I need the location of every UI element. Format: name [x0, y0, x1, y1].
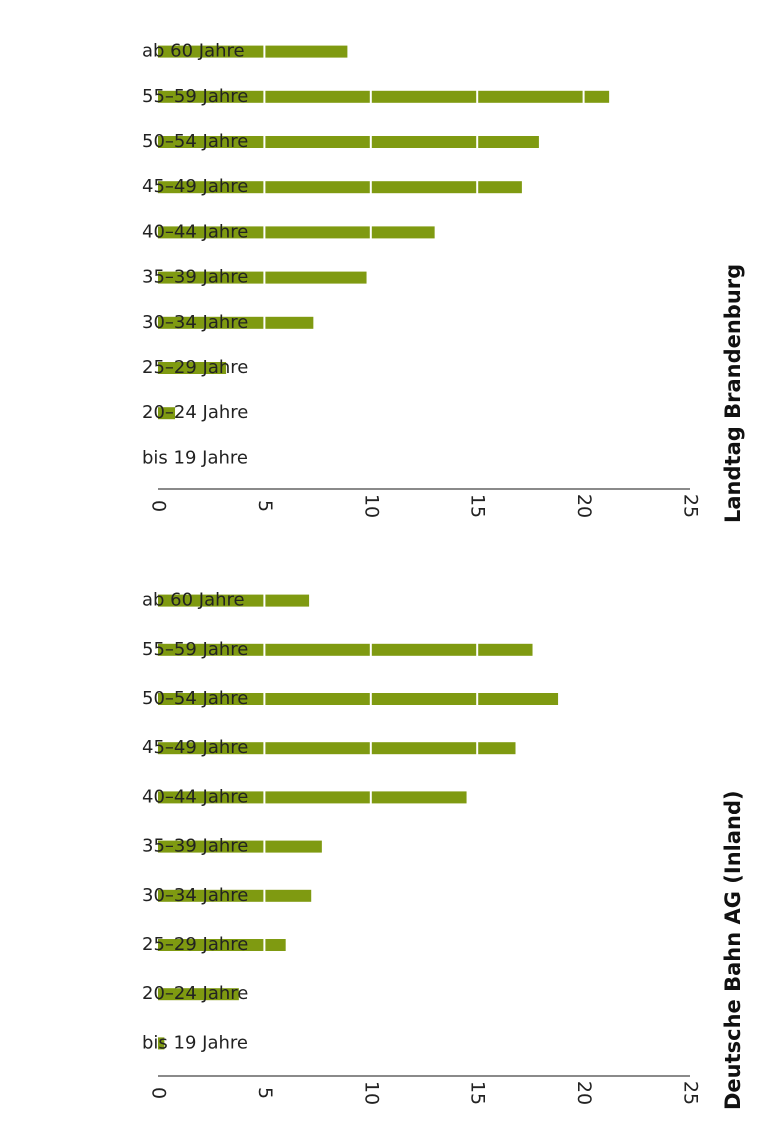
tick-label: 20	[573, 1081, 595, 1105]
bar-30-34-jahre	[158, 889, 312, 902]
bar-25-29-jahre	[158, 362, 227, 374]
bar-40-44-jahre	[158, 226, 435, 239]
bar-ab-60-jahre	[158, 594, 310, 607]
category-label: 40–44 Jahre	[142, 221, 248, 242]
category-label: 55–59 Jahre	[142, 86, 248, 107]
category-label: 25–29 Jahre	[142, 934, 248, 955]
bar-35-39-jahre	[158, 840, 322, 853]
category-label: bis 19 Jahre	[142, 447, 248, 468]
bar-55-59-jahre	[158, 90, 610, 103]
category-label: 55–59 Jahre	[142, 639, 248, 660]
category-label: 30–34 Jahre	[142, 885, 248, 906]
bar-bis-19-jahre	[158, 1037, 165, 1050]
category-label: 45–49 Jahre	[142, 176, 248, 197]
tick-label: 25	[680, 1081, 702, 1105]
category-label: 20–24 Jahre	[142, 402, 248, 423]
category-label: 50–54 Jahre	[142, 131, 248, 152]
category-label: 35–39 Jahre	[142, 836, 248, 857]
tick-label: 10	[360, 494, 382, 518]
bar-20-24-jahre	[158, 988, 239, 1001]
tick-label: 10	[360, 1081, 382, 1105]
bar-35-39-jahre	[158, 271, 367, 284]
chart-panel-landtag-brandenburg: 0 5 10 15 20 25 bis 19 Jahre 20–24 Jahre 25–29 J…	[142, 41, 745, 523]
tick-label: 15	[467, 1081, 489, 1105]
bar-25-29-jahre	[158, 939, 286, 951]
category-label: ab 60 Jahre	[142, 41, 245, 62]
category-label: ab 60 Jahre	[142, 590, 245, 611]
tick-label: 5	[254, 1087, 276, 1099]
tick-label: 20	[573, 494, 595, 518]
bar-55-59-jahre	[158, 643, 533, 656]
bar-40-44-jahre	[158, 791, 467, 804]
bar-50-54-jahre	[158, 136, 539, 148]
category-label: 50–54 Jahre	[142, 688, 248, 709]
tick-label: 15	[467, 494, 489, 518]
tick-label: 5	[254, 500, 276, 512]
bar-20-24-jahre	[158, 407, 176, 420]
tick-label: 0	[148, 500, 170, 512]
tick-label: 25	[680, 494, 702, 518]
category-label: 20–24 Jahre	[142, 983, 248, 1004]
category-label: 30–34 Jahre	[142, 312, 248, 333]
chart-title: Landtag Brandenburg	[721, 264, 745, 523]
category-label: 45–49 Jahre	[142, 737, 248, 758]
category-label: 35–39 Jahre	[142, 267, 248, 288]
category-label: bis 19 Jahre	[142, 1032, 248, 1053]
category-label: 40–44 Jahre	[142, 786, 248, 807]
bar-45-49-jahre	[158, 742, 516, 755]
chart-panel-deutsche-bahn: 0 5 10 15 20 25 bis 19 Jahre 20–24 Jahre 25–29 J…	[142, 590, 745, 1110]
bar-30-34-jahre	[158, 316, 314, 329]
tick-label: 0	[148, 1087, 170, 1099]
category-label: 25–29 Jahre	[142, 357, 248, 378]
chart-title: Deutsche Bahn AG (Inland)	[721, 790, 745, 1110]
bar-ab-60-jahre	[158, 45, 348, 58]
bar-50-54-jahre	[158, 693, 559, 705]
bar-45-49-jahre	[158, 181, 522, 194]
